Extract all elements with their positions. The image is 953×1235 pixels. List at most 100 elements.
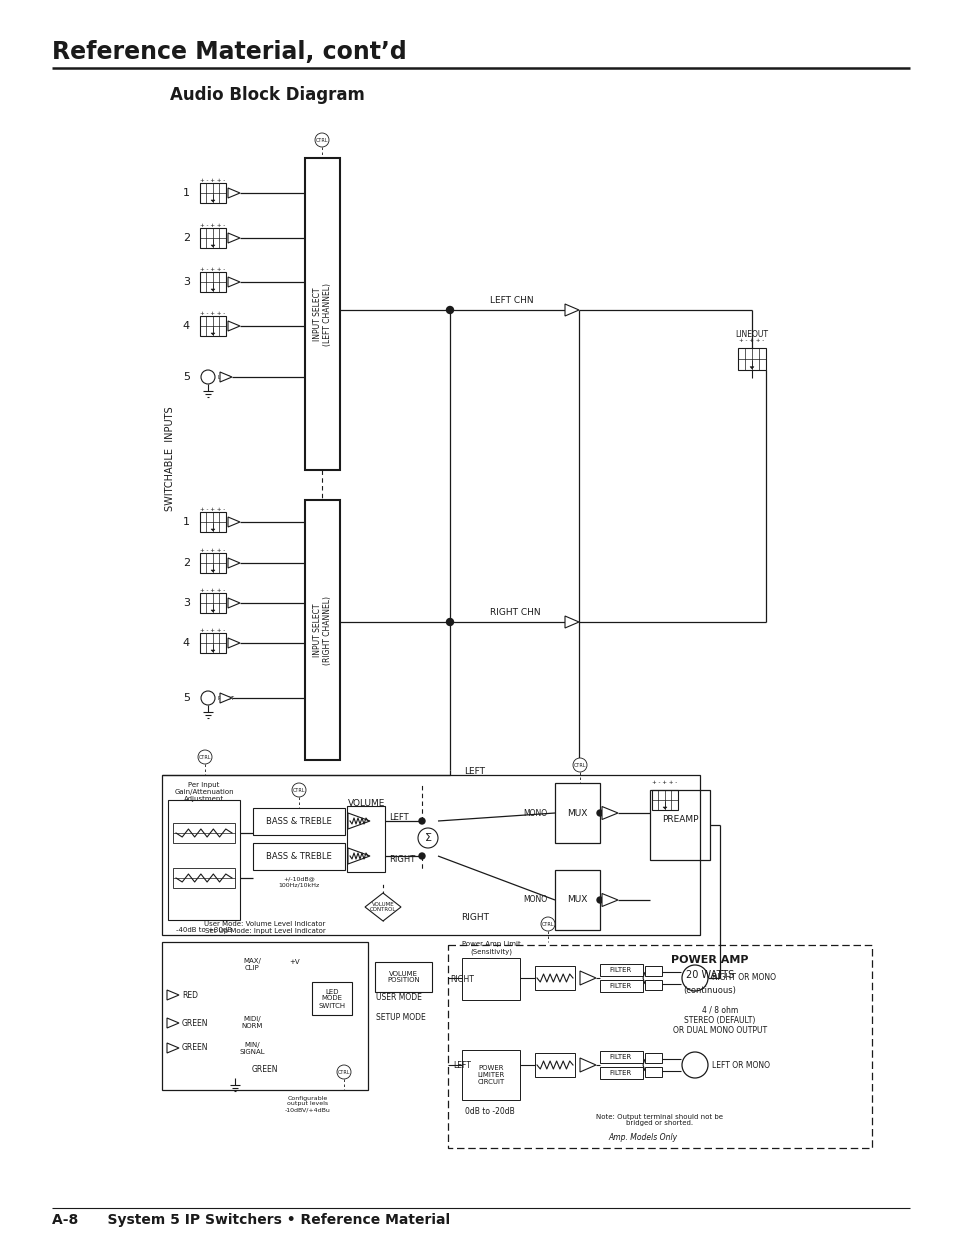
Text: CTRL: CTRL <box>573 762 586 767</box>
Text: + - + + -: + - + + - <box>200 627 226 632</box>
Text: LED
MODE
SWITCH: LED MODE SWITCH <box>318 988 345 1009</box>
Text: 1: 1 <box>183 517 190 527</box>
Text: + - + + -: + - + + - <box>200 178 226 183</box>
Text: CTRL: CTRL <box>198 755 211 760</box>
Text: BASS & TREBLE: BASS & TREBLE <box>266 852 332 861</box>
Text: + - + + -: + - + + - <box>200 222 226 227</box>
Text: VOLUME
POSITION: VOLUME POSITION <box>387 971 419 983</box>
Circle shape <box>597 897 602 903</box>
Circle shape <box>201 370 214 384</box>
Text: RED: RED <box>182 990 198 999</box>
Text: INPUT SELECT
(LEFT CHANNEL): INPUT SELECT (LEFT CHANNEL) <box>313 283 332 346</box>
Polygon shape <box>228 321 240 331</box>
Polygon shape <box>749 367 753 369</box>
Polygon shape <box>167 990 179 1000</box>
Text: LINEOUT: LINEOUT <box>735 330 768 338</box>
Text: GREEN: GREEN <box>182 1044 209 1052</box>
Text: MIDI/
NORM: MIDI/ NORM <box>241 1016 262 1030</box>
Text: MIN/
SIGNAL: MIN/ SIGNAL <box>239 1041 265 1055</box>
Text: + - + + -: + - + + - <box>652 779 677 784</box>
Text: FILTER: FILTER <box>609 1053 632 1060</box>
Text: POWER AMP: POWER AMP <box>671 955 748 965</box>
Text: 3: 3 <box>183 277 190 287</box>
Text: CTRL: CTRL <box>337 1070 350 1074</box>
Text: + - + + -: + - + + - <box>200 506 226 511</box>
Text: LEFT: LEFT <box>453 1061 471 1070</box>
Polygon shape <box>579 1058 596 1072</box>
Text: Note: Output terminal should not be
bridged or shorted.: Note: Output terminal should not be brid… <box>596 1114 722 1126</box>
Polygon shape <box>644 1067 661 1077</box>
Circle shape <box>446 619 453 625</box>
Text: Reference Material, cont’d: Reference Material, cont’d <box>52 40 406 64</box>
Text: 4 / 8 ohm
STEREO (DEFAULT)
OR DUAL MONO OUTPUT: 4 / 8 ohm STEREO (DEFAULT) OR DUAL MONO … <box>672 1005 766 1035</box>
Text: CTRL: CTRL <box>541 921 554 926</box>
Text: Amp. Models Only: Amp. Models Only <box>608 1134 677 1142</box>
Polygon shape <box>348 813 370 829</box>
Text: INPUT SELECT
(RIGHT CHANNEL): INPUT SELECT (RIGHT CHANNEL) <box>313 595 332 664</box>
Polygon shape <box>220 693 232 703</box>
Text: +V: +V <box>290 960 300 965</box>
Text: FILTER: FILTER <box>609 967 632 973</box>
Polygon shape <box>211 200 214 203</box>
Polygon shape <box>599 1051 642 1063</box>
Text: BASS & TREBLE: BASS & TREBLE <box>266 818 332 826</box>
Text: + - + + -: + - + + - <box>200 267 226 272</box>
Polygon shape <box>228 277 240 287</box>
Text: RIGHT: RIGHT <box>450 976 474 984</box>
Polygon shape <box>167 1044 179 1053</box>
Text: VOLUME: VOLUME <box>348 799 385 808</box>
Text: MUX: MUX <box>567 895 587 904</box>
Polygon shape <box>211 571 214 572</box>
Text: FILTER: FILTER <box>609 983 632 989</box>
Text: User Mode: Volume Level Indicator
Set Up Mode: Input Level Indicator: User Mode: Volume Level Indicator Set Up… <box>204 921 325 935</box>
Circle shape <box>573 758 586 772</box>
Polygon shape <box>579 971 596 986</box>
Text: MONO: MONO <box>522 895 546 904</box>
Polygon shape <box>601 893 618 906</box>
Text: Σ: Σ <box>424 832 431 844</box>
Text: 4: 4 <box>183 638 190 648</box>
Circle shape <box>418 818 424 824</box>
Text: 2: 2 <box>183 233 190 243</box>
Text: + - + + -: + - + + - <box>200 588 226 593</box>
Text: (continuous): (continuous) <box>683 986 736 994</box>
Text: LEFT OR MONO: LEFT OR MONO <box>711 1061 769 1070</box>
Polygon shape <box>211 610 214 613</box>
Text: + - + + -: + - + + - <box>200 310 226 315</box>
Polygon shape <box>365 893 400 921</box>
Text: 3: 3 <box>183 598 190 608</box>
Text: SWITCHABLE  INPUTS: SWITCHABLE INPUTS <box>165 406 174 511</box>
Circle shape <box>418 853 424 860</box>
Circle shape <box>681 1052 707 1078</box>
Polygon shape <box>167 1018 179 1028</box>
Text: Audio Block Diagram: Audio Block Diagram <box>170 86 364 104</box>
Text: 20 WATTS: 20 WATTS <box>685 969 734 981</box>
Text: MONO: MONO <box>522 809 546 818</box>
Text: LEFT CHN: LEFT CHN <box>490 295 533 305</box>
Polygon shape <box>220 372 232 382</box>
Text: LEFT: LEFT <box>464 767 485 776</box>
Text: RIGHT OR MONO: RIGHT OR MONO <box>711 973 775 983</box>
Text: 2: 2 <box>183 558 190 568</box>
Polygon shape <box>644 966 661 976</box>
Text: LEFT: LEFT <box>218 374 231 379</box>
Circle shape <box>540 918 555 931</box>
Text: 1: 1 <box>183 188 190 198</box>
Polygon shape <box>228 517 240 527</box>
Text: Configurable
output levels
-10dBV/+4dBu: Configurable output levels -10dBV/+4dBu <box>285 1095 331 1113</box>
Polygon shape <box>601 806 618 820</box>
Text: GREEN: GREEN <box>182 1019 209 1028</box>
Text: SETUP MODE: SETUP MODE <box>375 1013 425 1021</box>
Circle shape <box>292 783 306 797</box>
Text: RIGHT: RIGHT <box>389 856 415 864</box>
Text: CTRL: CTRL <box>293 788 305 793</box>
Text: CTRL: CTRL <box>315 137 328 142</box>
Text: -40dB to +30dB: -40dB to +30dB <box>175 927 232 932</box>
Text: Power Amp Limit
(Sensitivity): Power Amp Limit (Sensitivity) <box>461 941 519 955</box>
Text: USER MODE: USER MODE <box>375 993 421 1002</box>
Text: GREEN: GREEN <box>252 1066 278 1074</box>
Polygon shape <box>228 188 240 198</box>
Text: A-8      System 5 IP Switchers • Reference Material: A-8 System 5 IP Switchers • Reference Ma… <box>52 1213 450 1228</box>
Polygon shape <box>228 233 240 243</box>
Text: + - + + -: + - + + - <box>739 337 763 342</box>
